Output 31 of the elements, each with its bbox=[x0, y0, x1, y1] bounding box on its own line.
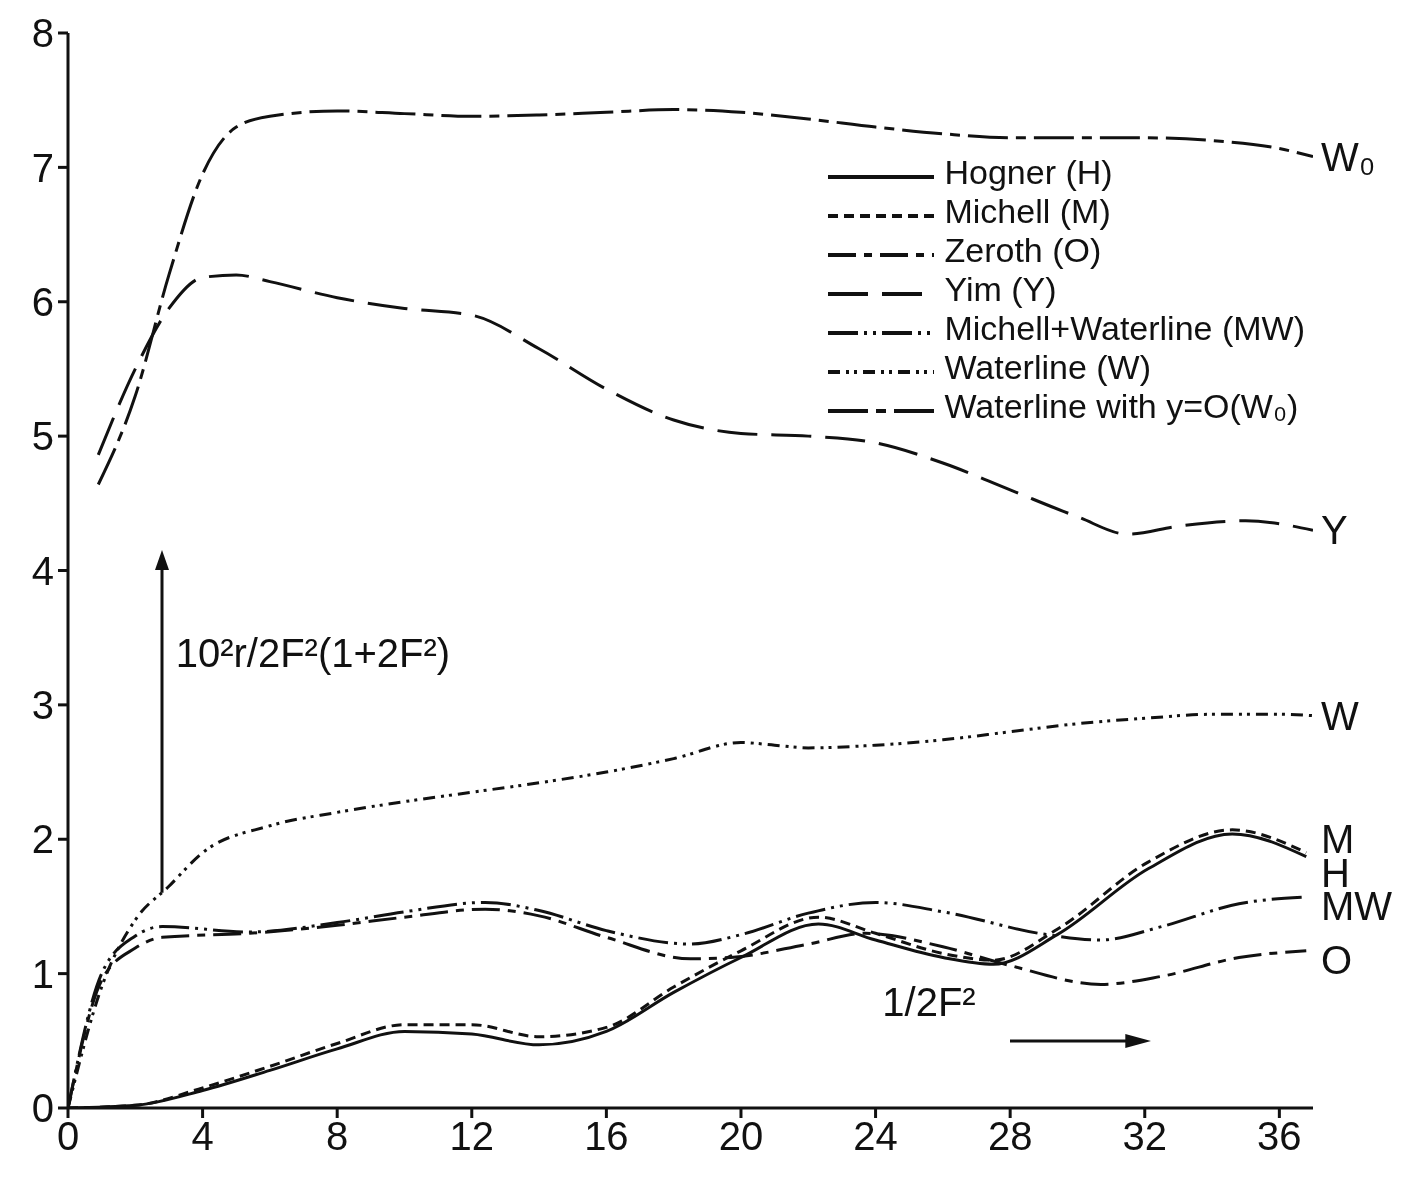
x-axis-title: 1/2F² bbox=[882, 980, 976, 1025]
y-tick-label: 4 bbox=[31, 548, 54, 593]
y-tick-label: 7 bbox=[31, 145, 54, 190]
legend-label: Waterline (W) bbox=[944, 348, 1152, 386]
y-tick-label: 5 bbox=[31, 414, 54, 459]
legend-label: Michell (M) bbox=[944, 192, 1111, 230]
legend-label: Hogner (H) bbox=[944, 153, 1113, 191]
y-tick-label: 1 bbox=[31, 951, 54, 996]
legend-label: Yim (Y) bbox=[944, 270, 1057, 308]
text: W bbox=[1321, 693, 1359, 738]
legend-label: Zeroth (O) bbox=[944, 231, 1102, 269]
legend-label: Michell+Waterline (MW) bbox=[944, 309, 1305, 347]
text: W₀ bbox=[1321, 134, 1376, 179]
legend-label: Waterline with y=O(W₀) bbox=[944, 387, 1299, 425]
x-tick-label: 4 bbox=[191, 1114, 214, 1159]
y-tick-label: 6 bbox=[31, 279, 54, 324]
x-tick-label: 28 bbox=[987, 1114, 1033, 1159]
x-tick-label: 16 bbox=[584, 1114, 629, 1159]
y-tick-label: 3 bbox=[31, 683, 54, 728]
text: O bbox=[1321, 938, 1353, 983]
x-tick-label: 12 bbox=[449, 1114, 495, 1159]
x-tick-label: 24 bbox=[853, 1114, 898, 1159]
y-tick-label: 8 bbox=[31, 11, 54, 56]
y-tick-label: 2 bbox=[31, 817, 54, 862]
x-tick-label: 8 bbox=[326, 1114, 349, 1159]
x-tick-label: 20 bbox=[718, 1114, 764, 1159]
y-tick-label: 0 bbox=[31, 1086, 54, 1131]
y-axis-title: 10²r/2F²(1+2F²) bbox=[175, 630, 451, 675]
x-tick-label: 32 bbox=[1122, 1114, 1168, 1159]
x-tick-label: 36 bbox=[1257, 1114, 1302, 1159]
text: Y bbox=[1321, 508, 1348, 553]
